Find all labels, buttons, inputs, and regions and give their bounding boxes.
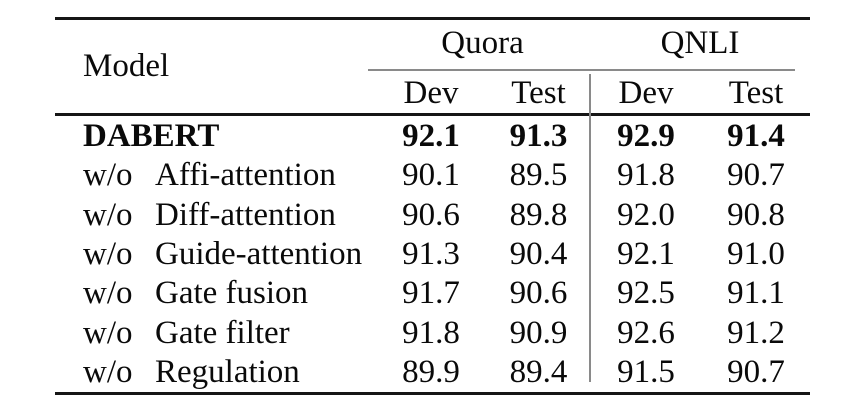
model-name: Affi-attention [155, 157, 336, 194]
cell-value: 90.9 [509, 314, 568, 351]
cell-value: 92.9 [617, 118, 675, 155]
group-divider-line [589, 74, 591, 382]
subheader-quora-dev: Dev [403, 75, 459, 111]
cell-value: 90.6 [402, 196, 460, 233]
column-header-model: Model [83, 48, 170, 84]
cell-value: 92.5 [617, 275, 675, 312]
cell-value: 91.5 [617, 353, 675, 390]
cell-value: 91.2 [727, 314, 785, 351]
cell-value: 89.8 [509, 196, 568, 233]
wo-prefix: w/o [83, 196, 133, 233]
cell-value: 91.3 [402, 236, 460, 273]
cell-value: 92.6 [617, 314, 675, 351]
model-name: DABERT [83, 118, 220, 155]
wo-prefix: w/o [83, 353, 133, 390]
table-row-wo-guide-attention: w/o Guide-attention 91.3 90.4 92.1 91.0 [55, 235, 810, 274]
cell-value: 89.5 [509, 157, 568, 194]
cell-value: 92.0 [617, 196, 675, 233]
cell-value: 91.8 [617, 157, 675, 194]
subheader-qnli-dev: Dev [618, 75, 674, 111]
wo-prefix: w/o [83, 236, 133, 273]
row-label: DABERT [55, 118, 375, 155]
group-header-quora: Quora [441, 25, 524, 61]
model-name: Diff-attention [155, 196, 336, 233]
header-rule [55, 113, 810, 116]
group-underline-rule [368, 69, 795, 71]
table-row-dabert: DABERT 92.1 91.3 92.9 91.4 [55, 117, 810, 156]
row-label: w/o Regulation [55, 354, 375, 391]
cell-value: 90.8 [727, 196, 785, 233]
model-name: Regulation [155, 353, 300, 390]
row-label: w/o Affi-attention [55, 157, 375, 194]
cell-value: 91.7 [402, 275, 460, 312]
wo-prefix: w/o [83, 157, 133, 194]
model-name: Gate fusion [155, 275, 309, 312]
cell-value: 91.0 [727, 236, 785, 273]
bottom-rule [55, 392, 810, 395]
cell-value: 91.1 [727, 275, 785, 312]
table-row-wo-gate-filter: w/o Gate filter 91.8 90.9 92.6 91.2 [55, 313, 810, 352]
row-label: w/o Gate fusion [55, 275, 375, 312]
cell-value: 90.1 [402, 157, 460, 194]
table-body: DABERT 92.1 91.3 92.9 91.4 w/o Affi-atten… [55, 117, 810, 392]
table-row-wo-regulation: w/o Regulation 89.9 89.4 91.5 90.7 [55, 353, 810, 392]
table-row-wo-gate-fusion: w/o Gate fusion 91.7 90.6 92.5 91.1 [55, 274, 810, 313]
cell-value: 91.3 [509, 118, 568, 155]
subheader-quora-test: Test [511, 75, 566, 111]
table-row-wo-diff-attention: w/o Diff-attention 90.6 89.8 92.0 90.8 [55, 196, 810, 235]
ablation-results-table: Model Quora QNLI Dev Test Dev Test DABER… [55, 17, 810, 395]
wo-prefix: w/o [83, 314, 133, 351]
row-label: w/o Gate filter [55, 315, 375, 352]
cell-value: 90.7 [727, 353, 785, 390]
cell-value: 89.9 [402, 353, 460, 390]
cell-value: 89.4 [509, 353, 568, 390]
table-row-wo-affi-attention: w/o Affi-attention 90.1 89.5 91.8 90.7 [55, 156, 810, 195]
cell-value: 92.1 [617, 236, 675, 273]
group-header-qnli: QNLI [660, 25, 740, 61]
cell-value: 91.4 [727, 118, 785, 155]
row-label: w/o Guide-attention [55, 236, 375, 273]
cell-value: 90.7 [727, 157, 785, 194]
row-label: w/o Diff-attention [55, 197, 375, 234]
wo-prefix: w/o [83, 275, 133, 312]
top-rule [55, 17, 810, 20]
cell-value: 92.1 [402, 118, 460, 155]
model-name: Guide-attention [155, 236, 363, 273]
model-name: Gate filter [155, 314, 290, 351]
cell-value: 90.4 [509, 236, 568, 273]
cell-value: 91.8 [402, 314, 460, 351]
cell-value: 90.6 [509, 275, 568, 312]
subheader-qnli-test: Test [728, 75, 784, 111]
